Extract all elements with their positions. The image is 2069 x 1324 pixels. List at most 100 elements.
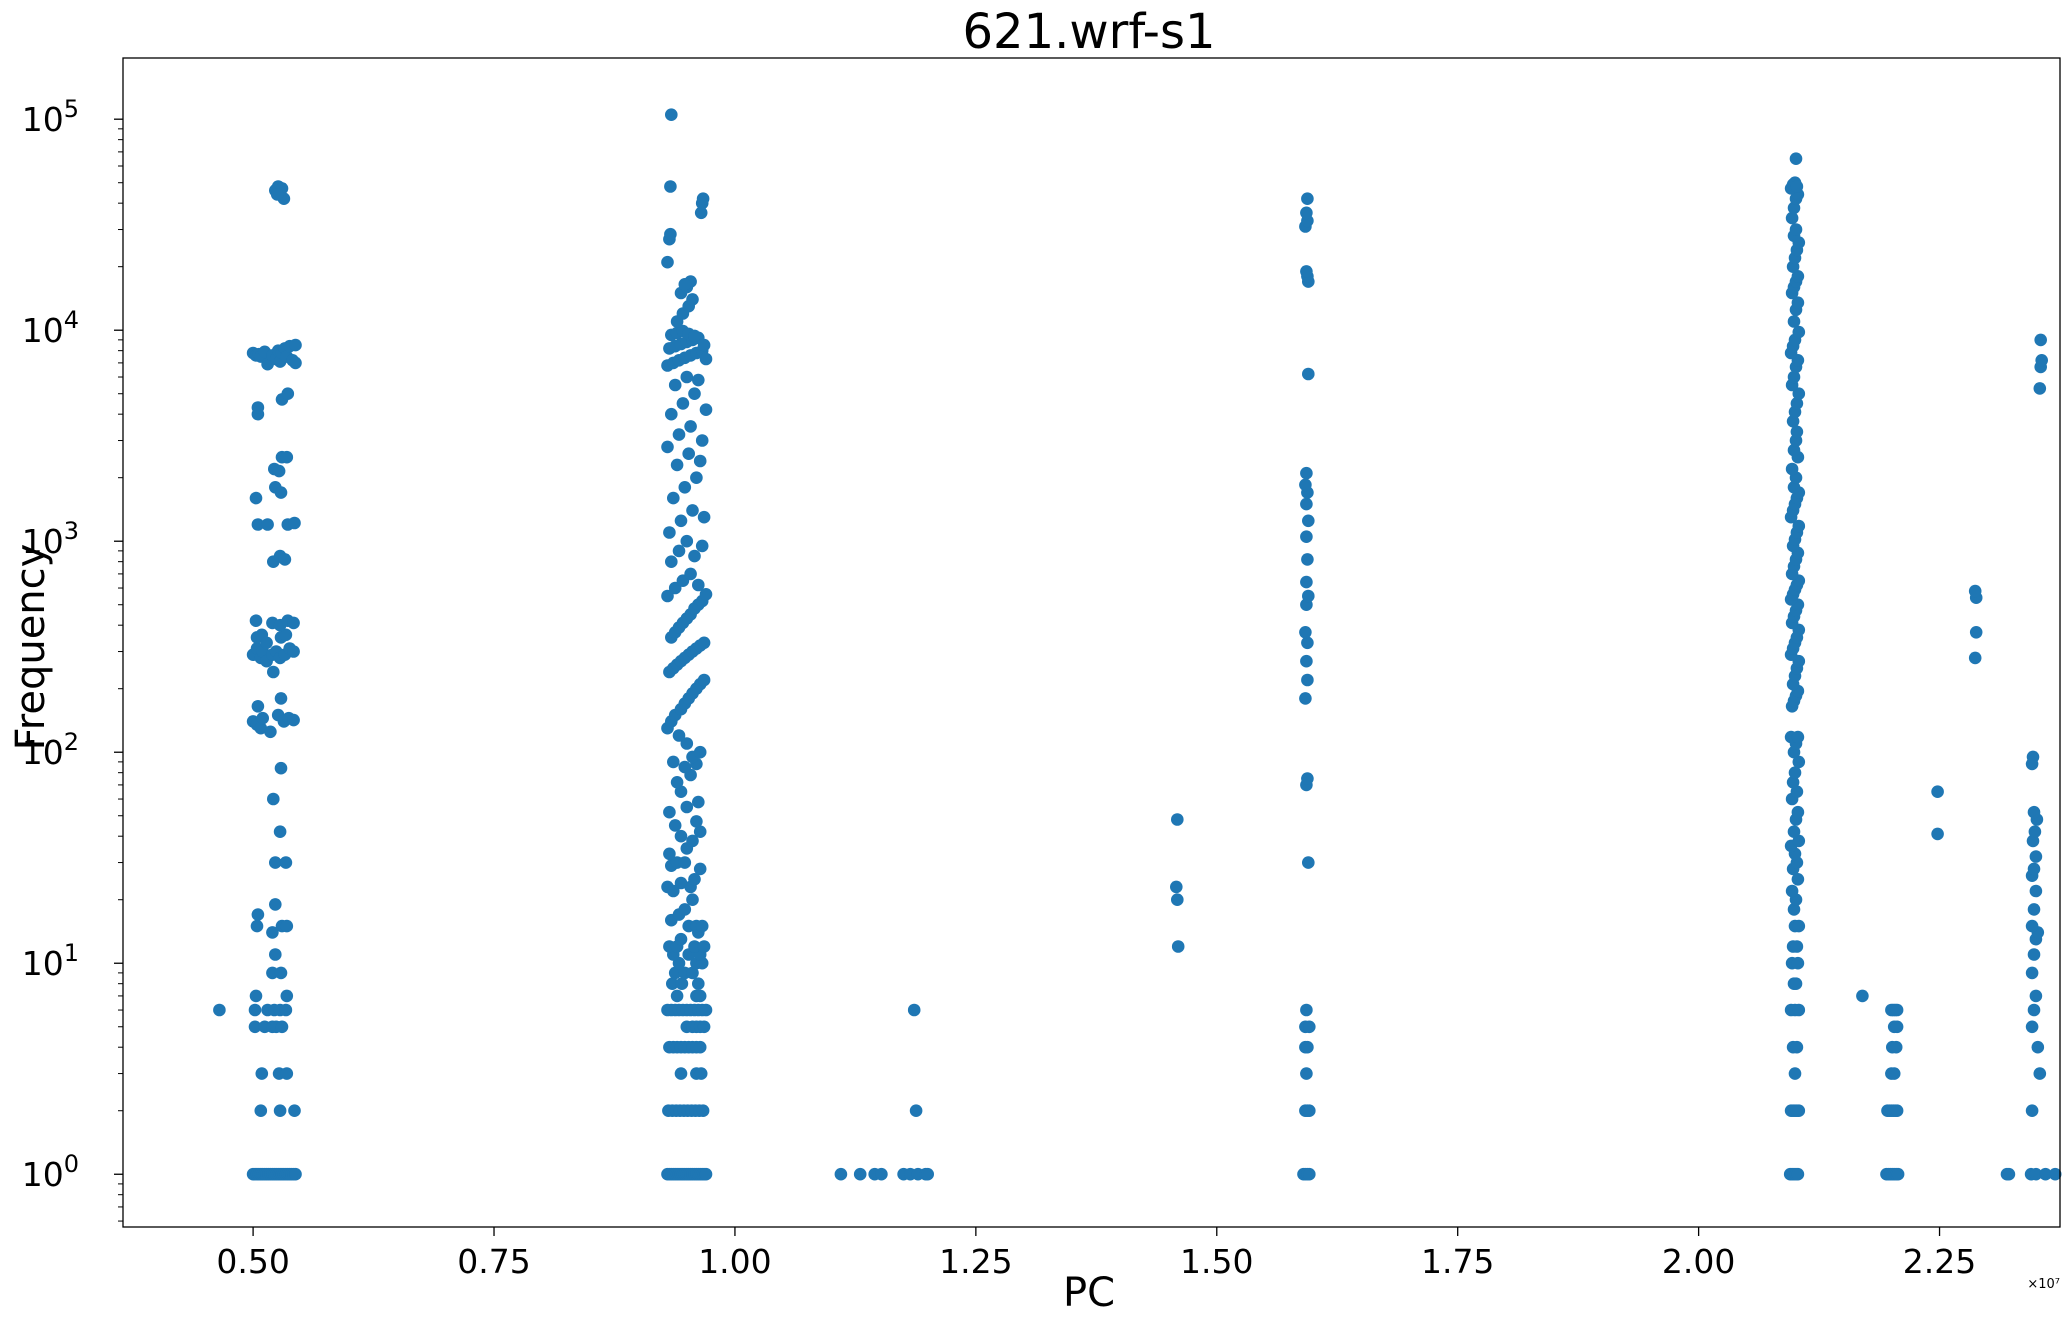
data-point <box>698 511 711 524</box>
data-point <box>698 940 711 953</box>
data-point <box>1788 825 1801 838</box>
data-point <box>698 674 711 687</box>
data-point <box>1301 1041 1314 1054</box>
data-point <box>251 920 264 933</box>
data-point <box>1790 223 1803 236</box>
data-point <box>1791 180 1804 193</box>
y-tick-exponent: 0 <box>64 1150 79 1178</box>
x-tick-label: 2.00 <box>1662 1242 1735 1281</box>
data-point <box>281 990 294 1003</box>
data-point <box>280 856 293 869</box>
data-point <box>686 293 699 306</box>
data-point <box>282 387 295 400</box>
data-point <box>2026 1021 2039 1034</box>
data-point <box>694 990 707 1003</box>
data-point <box>271 188 284 201</box>
data-point <box>1300 530 1313 543</box>
data-point <box>1890 1041 1903 1054</box>
data-point <box>1172 940 1185 953</box>
data-point <box>835 1168 848 1181</box>
data-point <box>1792 957 1805 970</box>
data-point <box>288 1104 301 1117</box>
data-point <box>1303 1021 1316 1034</box>
data-point <box>279 553 292 566</box>
data-point <box>694 746 707 759</box>
data-point <box>2034 334 2047 347</box>
data-point <box>910 1104 923 1117</box>
data-point <box>274 1104 287 1117</box>
data-point <box>1300 655 1313 668</box>
data-point <box>908 1004 921 1017</box>
data-point <box>690 471 703 484</box>
data-point <box>684 568 697 581</box>
data-point <box>684 420 697 433</box>
y-tick-exponent: 5 <box>64 95 79 123</box>
y-tick-exponent: 2 <box>64 728 79 756</box>
data-point <box>254 1104 267 1117</box>
data-point <box>1302 368 1315 381</box>
data-point <box>287 617 300 630</box>
data-point <box>673 729 686 742</box>
data-point <box>2030 990 2043 1003</box>
data-point <box>1300 207 1313 220</box>
data-point <box>281 920 294 933</box>
data-point <box>1793 920 1806 933</box>
data-point <box>682 447 695 460</box>
data-point <box>671 459 684 472</box>
data-point <box>252 700 265 713</box>
data-point <box>921 1168 934 1181</box>
data-point <box>663 848 676 861</box>
data-point <box>692 977 705 990</box>
data-point <box>1969 652 1982 665</box>
data-point <box>275 967 288 980</box>
data-point <box>700 588 713 601</box>
data-point <box>1171 813 1184 826</box>
data-point <box>2032 1041 2045 1054</box>
x-tick-label: 0.75 <box>457 1242 530 1281</box>
data-point <box>679 481 692 494</box>
data-point <box>1301 772 1314 785</box>
data-point <box>1791 1041 1804 1054</box>
data-point <box>681 371 694 384</box>
x-axis-label: PC <box>1063 1270 1115 1316</box>
data-point <box>1788 315 1801 328</box>
data-point <box>1888 1067 1901 1080</box>
data-point <box>264 726 277 739</box>
data-point <box>1793 1104 1806 1117</box>
data-point <box>2034 1067 2047 1080</box>
data-point <box>252 908 265 921</box>
data-point <box>1793 1004 1806 1017</box>
x-tick-label: 1.00 <box>698 1242 771 1281</box>
data-point <box>698 637 711 650</box>
data-point <box>2028 903 2041 916</box>
data-point <box>275 692 288 705</box>
data-point <box>698 1021 711 1034</box>
data-point <box>2026 967 2039 980</box>
x-tick-label: 2.25 <box>1903 1242 1976 1281</box>
data-point <box>661 256 674 269</box>
data-point <box>269 948 282 961</box>
data-point <box>280 1004 293 1017</box>
data-point <box>679 761 692 774</box>
data-point <box>686 893 699 906</box>
data-point <box>2027 751 2040 764</box>
data-point <box>669 819 682 832</box>
data-point <box>854 1168 867 1181</box>
data-point <box>671 990 684 1003</box>
data-point <box>1303 1168 1316 1181</box>
data-point <box>679 278 692 291</box>
data-point <box>688 387 701 400</box>
data-point <box>249 1004 262 1017</box>
data-point <box>679 856 692 869</box>
data-point <box>1856 990 1869 1003</box>
data-point <box>2035 354 2048 367</box>
data-point <box>2030 885 2043 898</box>
data-point <box>675 515 688 528</box>
data-point <box>696 920 709 933</box>
data-point <box>2029 825 2042 838</box>
data-point <box>1786 463 1799 476</box>
data-point <box>250 492 263 505</box>
data-point <box>1792 806 1805 819</box>
